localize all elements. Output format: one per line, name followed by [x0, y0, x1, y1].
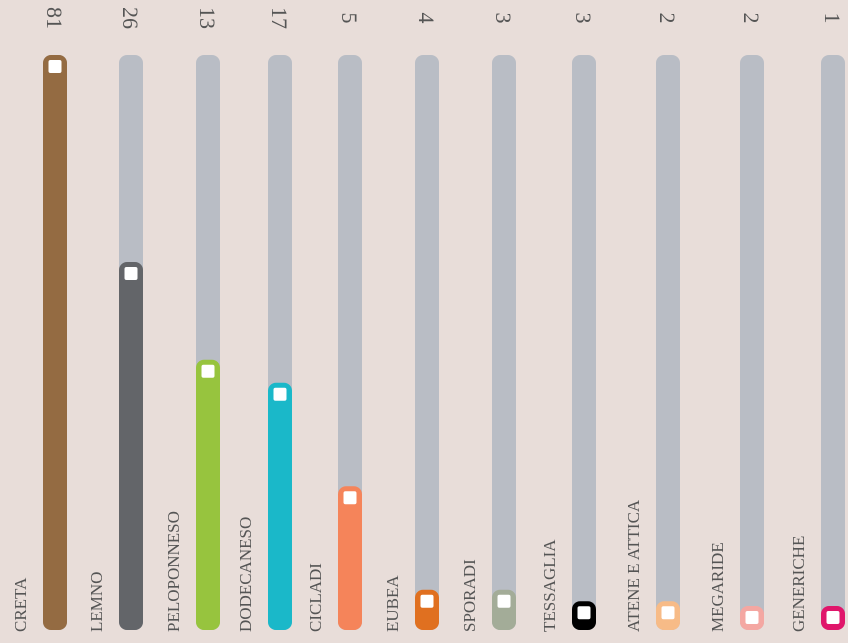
value-label: 4	[414, 13, 439, 24]
bar	[338, 486, 362, 630]
bar-knob	[661, 606, 675, 620]
track	[740, 55, 764, 630]
value-label: 3	[571, 13, 596, 24]
bar-knob	[273, 387, 287, 401]
track	[821, 55, 845, 630]
track	[572, 55, 596, 630]
bar-knob	[497, 594, 511, 608]
value-label: 2	[655, 13, 680, 24]
category-label: CICLADI	[306, 563, 325, 632]
bar-knob	[48, 60, 62, 73]
value-label: 17	[267, 7, 292, 29]
value-label: 81	[42, 7, 67, 29]
track	[656, 55, 680, 630]
bar	[43, 55, 67, 630]
bar	[196, 359, 220, 630]
value-label: 26	[118, 7, 143, 29]
category-label: MEGARIDE	[708, 542, 727, 632]
bar-knob	[201, 364, 215, 378]
bar	[268, 382, 292, 630]
value-label: 1	[820, 13, 845, 24]
bar-knob	[343, 491, 357, 505]
bar-knob	[124, 267, 138, 280]
bar-knob	[826, 611, 840, 624]
category-label: PELOPONNESO	[164, 511, 183, 632]
category-label: CRETA	[11, 577, 30, 632]
category-label: TESSAGLIA	[540, 539, 559, 632]
value-label: 2	[739, 13, 764, 24]
bar-knob	[420, 594, 434, 608]
value-label: 3	[491, 13, 516, 24]
value-label: 5	[337, 13, 362, 24]
category-label: DODECANESO	[236, 517, 255, 632]
track	[415, 55, 439, 630]
bar-knob	[577, 606, 591, 620]
category-label: EUBEA	[383, 575, 402, 632]
category-label: LEMNO	[87, 572, 106, 632]
track	[492, 55, 516, 630]
category-label: GENERICHE	[789, 536, 808, 632]
category-label: ATENE E ATTICA	[624, 499, 643, 632]
value-label: 13	[195, 7, 220, 29]
bar	[119, 262, 143, 630]
bar-knob	[745, 611, 759, 624]
category-label: SPORADI	[460, 559, 479, 632]
track	[338, 55, 362, 630]
